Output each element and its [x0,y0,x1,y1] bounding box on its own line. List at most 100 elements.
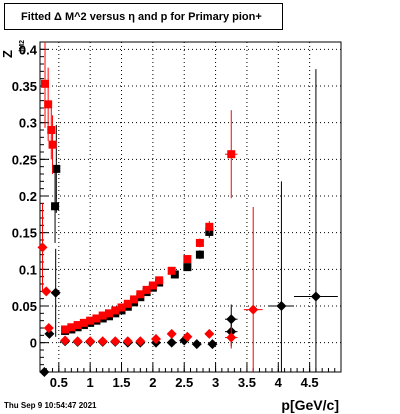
marker-shape [111,306,120,315]
marker-shape [183,263,192,272]
marker-shape [51,202,60,211]
marker-shape [37,242,48,253]
timestamp: Thu Sep 9 10:54:47 2021 [4,401,97,410]
diamond-marker [151,334,162,344]
diamond-marker [224,326,238,349]
square-marker [48,115,57,174]
marker-shape [48,140,57,149]
marker-shape [61,325,70,334]
diamond-marker [50,248,61,337]
marker-shape [276,301,287,311]
marker-shape [41,286,52,297]
diamond-marker [293,69,338,372]
diamond-marker [191,339,202,350]
marker-shape [227,150,236,159]
square-marker [98,311,107,320]
diamond-marker [243,207,263,372]
x-tick-label: 1.5 [112,375,130,390]
marker-shape [122,336,133,347]
square-marker [47,100,56,160]
marker-shape [50,287,61,298]
marker-shape [142,285,151,294]
marker-shape [98,311,107,320]
x-tick-label: 1 [87,375,94,390]
diamond-marker [37,203,48,292]
x-axis-label: p[GeV/c] [281,397,339,413]
marker-shape [207,339,218,350]
square-marker [111,306,120,315]
square-marker [136,290,145,299]
diamond-marker [182,331,193,342]
marker-shape [43,323,54,333]
marker-shape [52,164,61,173]
diamond-marker [110,336,121,347]
marker-shape [67,323,76,332]
marker-shape [44,100,53,109]
square-marker [183,255,192,264]
marker-shape [182,331,193,342]
square-marker [130,295,139,304]
diamond-marker [85,336,96,347]
marker-shape [136,290,145,299]
marker-shape [110,336,121,347]
diamond-marker [166,328,177,339]
marker-shape [151,334,162,344]
diamond-marker [135,336,146,347]
marker-shape [204,328,215,339]
diamond-marker [268,181,294,372]
y-tick-label: 0.25 [12,152,37,167]
square-marker [51,169,60,243]
marker-shape [86,316,95,325]
x-tick-label: 0.5 [50,375,68,390]
marker-shape [166,337,177,348]
y-tick-label: 0.35 [12,79,37,94]
ticks: 0.5 1 1.5 2 2.5 3 3.5 4 4.5 0 0.05 0.1 0.15 0.2 0.25 0.… [12,42,336,390]
marker-shape [183,255,192,264]
y-axis-label: Z [0,50,15,58]
square-marker [183,263,192,272]
marker-shape [117,303,126,312]
x-tick-label: 2.5 [175,375,193,390]
marker-shape [226,332,237,343]
data-points [37,42,338,377]
diamond-marker [39,367,50,377]
square-marker [79,318,88,327]
marker-shape [123,299,132,308]
marker-shape [72,336,83,347]
square-marker [167,266,176,275]
marker-shape [85,336,96,347]
square-marker [123,299,132,308]
marker-shape [195,250,204,259]
marker-shape [135,336,146,347]
square-marker [52,124,61,213]
x-tick-label: 4 [275,375,283,390]
diamond-marker [41,286,52,297]
marker-shape [191,339,202,350]
marker-shape [310,291,321,302]
square-marker [205,220,214,233]
square-marker [117,303,126,312]
diamond-marker [207,339,218,350]
diamond-marker [43,323,54,333]
marker-shape [39,367,50,377]
marker-shape [195,238,204,247]
marker-shape [92,314,101,323]
diamond-marker [60,335,71,346]
chart-title: Fitted Δ M^2 versus η and p for Primary … [4,3,283,30]
y-tick-label: 0 [30,336,37,351]
square-marker [142,285,151,294]
square-marker [224,110,238,199]
y-tick-label: 0.2 [19,189,37,204]
square-marker [104,309,113,318]
marker-shape [205,222,214,231]
square-marker [67,323,76,332]
marker-shape [60,335,71,346]
marker-shape [248,304,259,315]
marker-shape [41,79,50,88]
square-marker [41,42,50,128]
square-marker [195,250,204,260]
y-tick-label: 0.3 [19,116,37,131]
marker-shape [79,318,88,327]
diamond-marker [97,336,108,347]
